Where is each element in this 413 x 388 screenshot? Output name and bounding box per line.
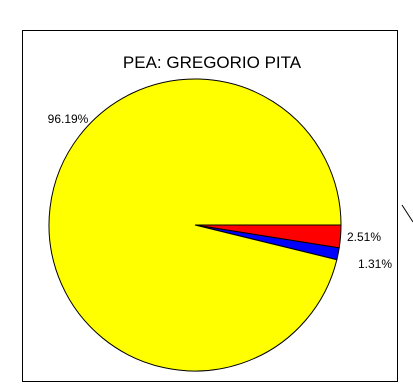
connector-line xyxy=(401,204,413,223)
pie-slice xyxy=(48,78,342,372)
slice-label: 96.19% xyxy=(48,112,89,126)
pie-slices xyxy=(48,78,342,372)
pie-labels: 2.51% 1.31% 96.19% xyxy=(48,112,393,271)
chart-title: PEA: GREGORIO PITA xyxy=(123,53,302,72)
slice-label: 2.51% xyxy=(347,230,381,244)
slice-label: 1.31% xyxy=(358,257,392,271)
